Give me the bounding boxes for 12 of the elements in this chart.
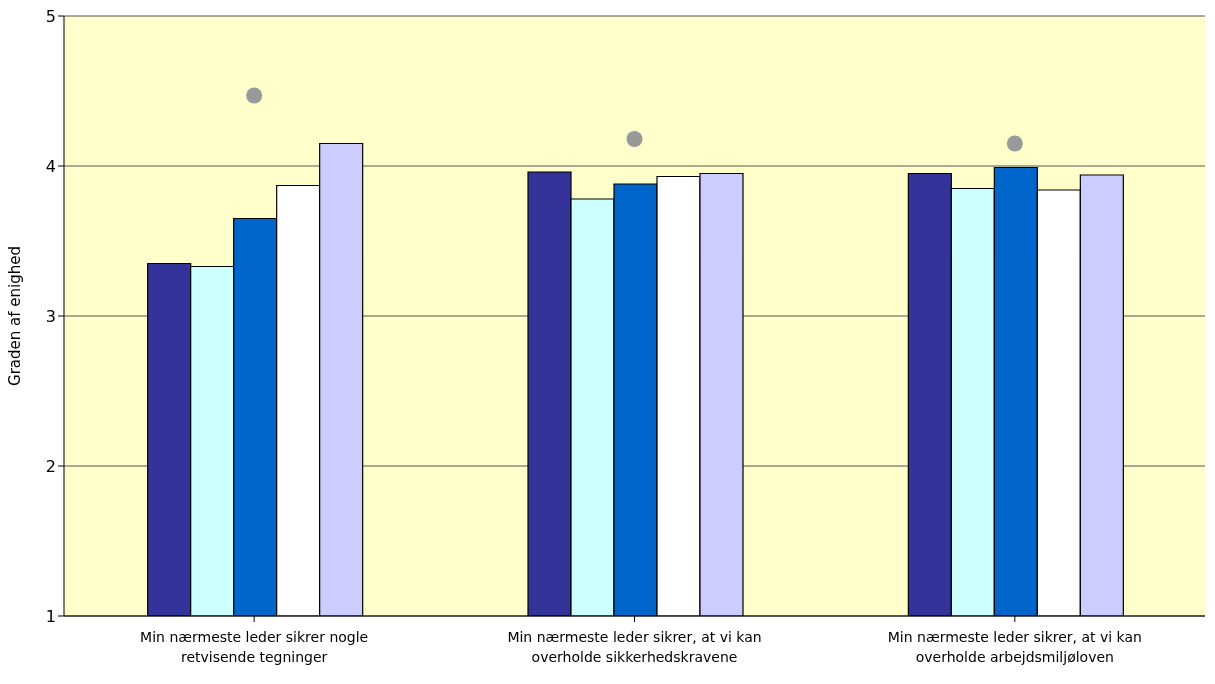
x-tick-label: Min nærmeste leder sikrer, at vi kan overholde sikkerhedskravene [507,629,762,665]
y-tick-label: 4 [45,156,56,176]
y-tick-label: 3 [45,306,56,326]
x-tick-label: Min nærmeste leder sikrer, at vi kan overholde arbejdsmiljøloven [887,629,1142,665]
y-axis-title: Graden af enighed [6,246,25,386]
y-tick-label: 2 [45,456,56,476]
y-tick-label: 1 [45,606,56,626]
point [246,87,263,104]
y-tick-label: 5 [45,6,56,26]
point [1006,135,1023,152]
x-tick-label: Min nærmeste leder sikrer nogle retvisende tegninger [140,629,369,665]
point [626,131,643,147]
